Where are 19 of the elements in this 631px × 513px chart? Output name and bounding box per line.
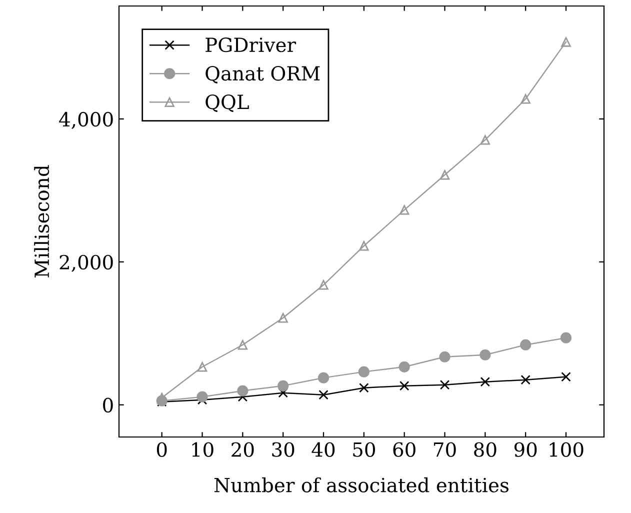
x-tick-label: 20 (232, 442, 254, 457)
y-axis-title: Millisecond (34, 165, 50, 278)
x-tick-label: 70 (434, 442, 456, 457)
x-tick-label: 90 (514, 442, 537, 457)
x-axis-title: Number of associated entities (214, 477, 508, 492)
legend-label: QQL (206, 94, 249, 112)
x-tick-label: 10 (192, 442, 214, 457)
x-tick-label: 80 (474, 442, 496, 457)
x-tick-label: 50 (353, 442, 376, 457)
x-tick-label: 40 (312, 442, 335, 457)
y-tick-label: 0 (103, 398, 113, 412)
x-tick-label: 0 (156, 442, 167, 457)
y-tick-label: 4,000 (59, 112, 113, 129)
x-tick-label: 30 (272, 442, 294, 457)
x-tick-label: 60 (393, 442, 416, 457)
legend-label: Qanat ORM (206, 66, 320, 84)
y-tick-label: 2,000 (60, 254, 113, 272)
legend-label: PGDriver (206, 37, 296, 52)
x-tick-label: 100 (550, 442, 584, 457)
